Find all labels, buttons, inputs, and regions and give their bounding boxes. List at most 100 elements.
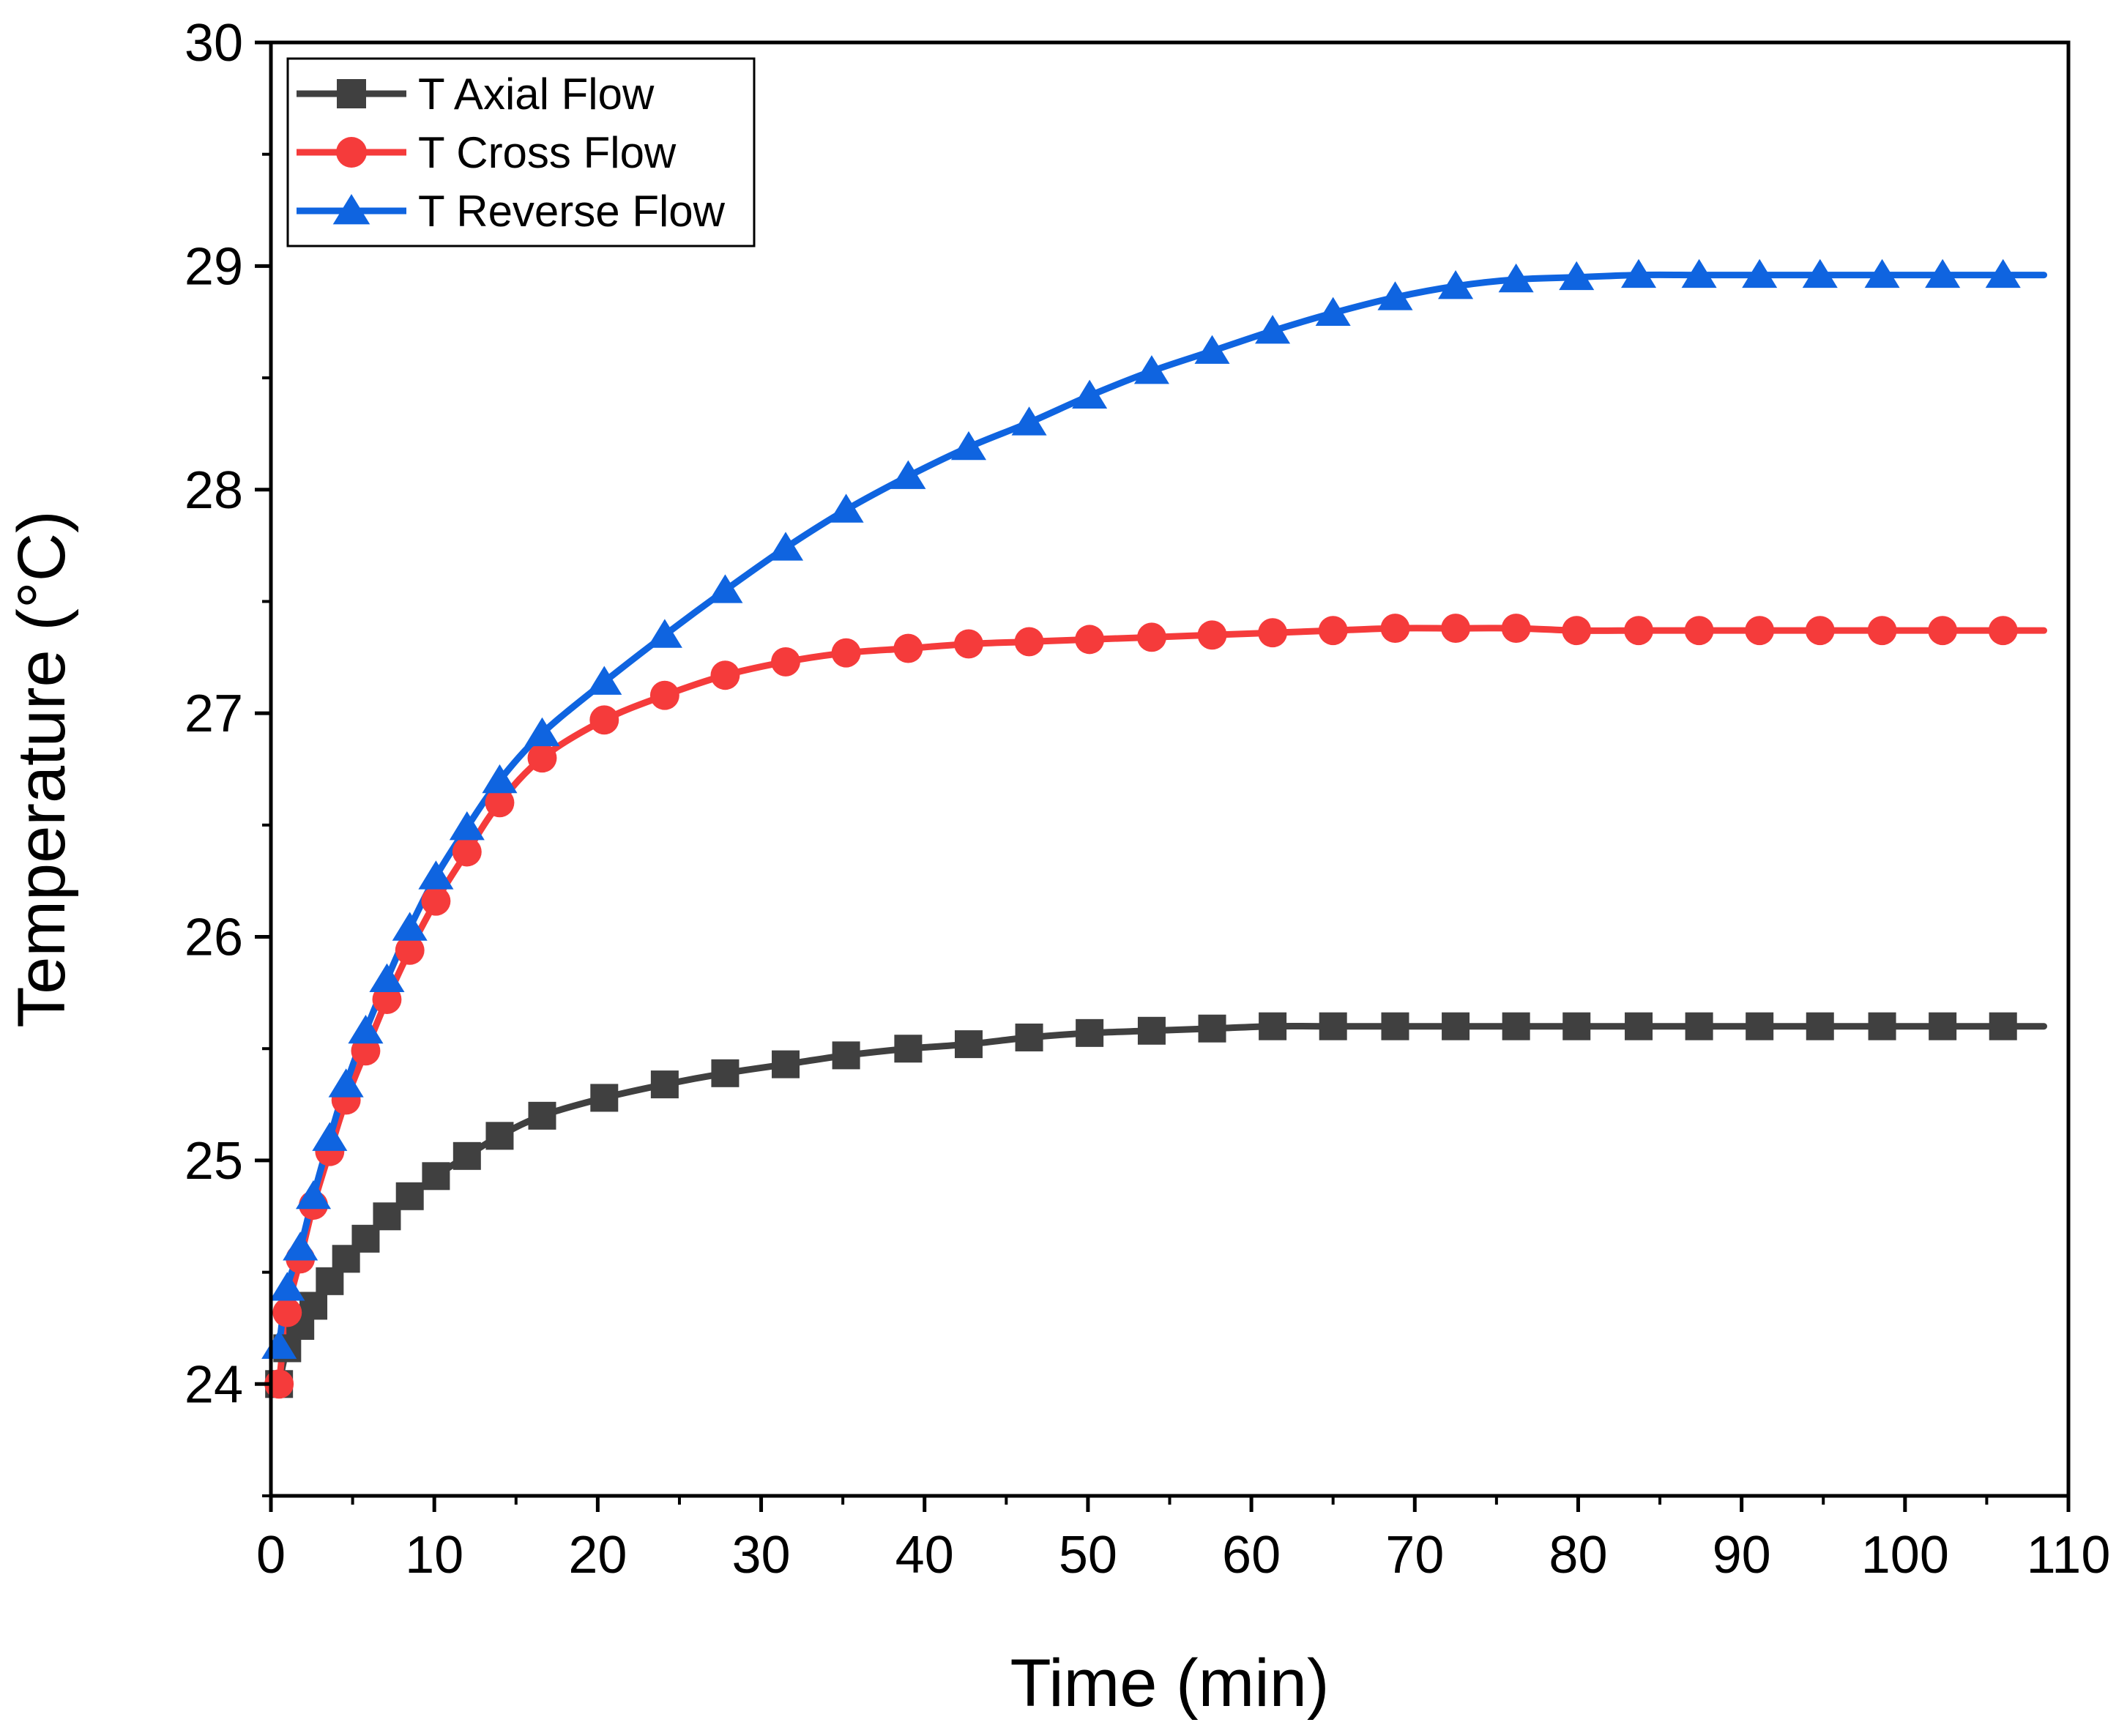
data-point-t-axial-flow <box>485 1122 514 1150</box>
legend-label-t-cross-flow: T Cross Flow <box>418 128 677 177</box>
data-point-t-cross-flow <box>1258 618 1288 648</box>
x-tick-label: 40 <box>895 1526 954 1584</box>
legend-label-t-axial-flow: T Axial Flow <box>418 70 655 119</box>
data-point-t-axial-flow <box>1076 1018 1104 1047</box>
data-point-t-axial-flow <box>1015 1023 1043 1051</box>
data-point-t-cross-flow <box>395 935 425 965</box>
data-point-t-cross-flow <box>272 1297 302 1327</box>
data-point-t-cross-flow <box>351 1036 381 1066</box>
series-line-t-axial-flow <box>275 1022 2048 1387</box>
data-point-t-axial-flow <box>1137 1016 1166 1045</box>
data-point-t-reverse-flow <box>283 1232 319 1261</box>
x-axis: 0 10 20 30 40 50 60 70 80 90 100 110 <box>256 1496 2110 1584</box>
data-point-t-cross-flow <box>954 629 983 659</box>
y-tick-label: 30 <box>185 14 243 72</box>
data-point-t-reverse-flow <box>1072 379 1108 409</box>
data-point-t-axial-flow <box>711 1059 740 1087</box>
data-point-t-reverse-flow <box>647 619 682 648</box>
data-point-t-cross-flow <box>1684 616 1714 646</box>
data-point-t-cross-flow <box>589 705 619 735</box>
data-point-t-axial-flow <box>772 1050 800 1079</box>
data-point-t-reverse-flow <box>1133 355 1169 384</box>
x-tick-label: 30 <box>731 1526 790 1584</box>
data-point-t-axial-flow <box>1989 1012 2017 1040</box>
data-point-t-reverse-flow <box>1681 258 1717 288</box>
data-point-t-cross-flow <box>893 633 923 663</box>
y-tick-label: 24 <box>185 1355 243 1414</box>
legend-label-t-reverse-flow: T Reverse Flow <box>418 187 726 236</box>
data-point-t-axial-flow <box>1502 1012 1530 1040</box>
data-point-t-reverse-flow <box>890 460 926 489</box>
data-point-t-axial-flow <box>1685 1012 1713 1040</box>
data-point-t-reverse-flow <box>418 860 454 890</box>
data-point-t-cross-flow <box>1014 627 1044 657</box>
legend-marker-t-reverse-flow <box>332 194 370 225</box>
data-point-t-reverse-flow <box>295 1180 332 1210</box>
data-point-t-reverse-flow <box>392 912 428 941</box>
data-point-t-cross-flow <box>831 638 861 668</box>
data-point-t-reverse-flow <box>1438 270 1474 299</box>
legend-marker-t-axial-flow <box>337 79 366 108</box>
data-point-t-cross-flow <box>372 985 402 1014</box>
y-axis: 24 25 26 27 28 29 30 <box>185 14 271 1497</box>
data-point-t-axial-flow <box>1319 1012 1347 1040</box>
data-point-t-reverse-flow <box>1011 406 1047 436</box>
data-point-t-cross-flow <box>649 680 679 710</box>
x-tick-label: 0 <box>256 1526 286 1584</box>
data-point-t-cross-flow <box>421 886 451 916</box>
data-point-t-cross-flow <box>1928 616 1958 646</box>
data-point-t-reverse-flow <box>586 666 622 695</box>
data-point-t-axial-flow <box>1625 1012 1653 1040</box>
data-point-t-axial-flow <box>1806 1012 1834 1040</box>
x-axis-title: Time (min) <box>1010 1646 1329 1721</box>
data-point-t-axial-flow <box>650 1070 679 1099</box>
data-point-t-reverse-flow <box>1255 315 1291 344</box>
y-tick-label: 28 <box>185 461 243 520</box>
data-point-t-cross-flow <box>1562 616 1592 646</box>
data-point-t-reverse-flow <box>269 1272 305 1301</box>
data-point-t-cross-flow <box>1624 616 1653 646</box>
data-point-t-axial-flow <box>452 1141 481 1170</box>
y-tick-label: 27 <box>185 685 243 743</box>
data-point-t-cross-flow <box>1318 616 1348 646</box>
data-point-t-axial-flow <box>1868 1012 1896 1040</box>
legend-marker-t-cross-flow <box>336 137 367 168</box>
x-tick-label: 90 <box>1713 1526 1771 1584</box>
data-point-t-axial-flow <box>422 1162 450 1191</box>
data-point-t-reverse-flow <box>707 574 743 603</box>
data-point-t-cross-flow <box>1380 614 1410 644</box>
data-point-t-axial-flow <box>832 1041 860 1070</box>
series-lines <box>275 271 2048 1387</box>
x-tick-label: 80 <box>1549 1526 1607 1584</box>
data-point-t-cross-flow <box>1137 622 1166 652</box>
data-point-t-cross-flow <box>527 743 557 773</box>
data-point-t-reverse-flow <box>524 717 560 747</box>
x-tick-label: 100 <box>1861 1526 1949 1584</box>
data-point-t-reverse-flow <box>449 811 485 841</box>
data-point-t-reverse-flow <box>1802 258 1838 288</box>
x-tick-label: 60 <box>1222 1526 1281 1584</box>
data-point-t-axial-flow <box>299 1292 328 1320</box>
y-tick-label: 29 <box>185 237 243 296</box>
data-point-t-cross-flow <box>1867 616 1897 646</box>
data-point-t-axial-flow <box>894 1035 923 1063</box>
data-point-t-reverse-flow <box>1377 281 1413 310</box>
data-point-t-reverse-flow <box>1925 258 1961 288</box>
data-point-t-cross-flow <box>1197 620 1227 650</box>
data-point-t-cross-flow <box>1501 614 1531 644</box>
data-point-t-axial-flow <box>1929 1012 1957 1040</box>
data-point-t-reverse-flow <box>1864 258 1900 288</box>
data-point-t-cross-flow <box>452 837 482 867</box>
data-point-t-axial-flow <box>1442 1012 1470 1040</box>
data-point-t-cross-flow <box>710 660 740 690</box>
x-tick-label: 110 <box>2027 1526 2111 1584</box>
y-axis-title: Temperature (°C) <box>4 510 79 1028</box>
data-point-t-reverse-flow <box>767 532 804 561</box>
data-point-t-axial-flow <box>590 1084 619 1112</box>
data-point-t-cross-flow <box>1075 625 1105 655</box>
data-point-t-reverse-flow <box>828 493 864 523</box>
data-point-t-reverse-flow <box>328 1068 364 1098</box>
data-point-t-reverse-flow <box>1315 297 1351 326</box>
